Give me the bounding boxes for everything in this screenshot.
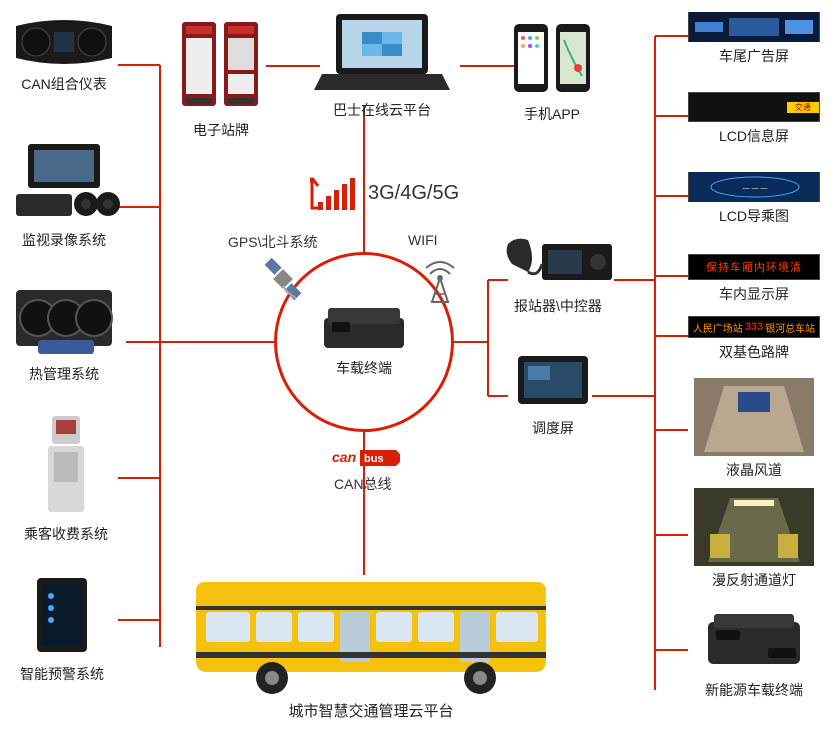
estop-icon (176, 16, 266, 116)
bus-icon (186, 568, 556, 696)
fare-icon (34, 410, 98, 520)
svg-text:bus: bus (364, 453, 384, 465)
estop-label: 电子站牌 (193, 120, 249, 140)
lcd-info-icon: 交通 (688, 92, 820, 122)
estop-node: 电子站牌 (176, 16, 266, 140)
diffuse-icon (694, 488, 814, 566)
announcer-label: 报站器\中控器 (514, 296, 602, 316)
satellite-icon (258, 254, 308, 307)
fare-node: 乘客收费系统 (24, 410, 108, 544)
in-display-node: 保持车厢内环境清 车内显示屏 (688, 254, 820, 304)
thermal-node: 热管理系统 (8, 280, 120, 384)
dual-sign-node: 人民广场站 333 银河总车站 双基色路牌 (688, 316, 820, 362)
wifi-tower-icon (420, 254, 460, 307)
alert-node: 智能预警系统 (20, 572, 104, 684)
laptop-node: 巴士在线云平台 (312, 10, 452, 120)
in-display-icon: 保持车厢内环境清 (688, 254, 820, 280)
lcd-duct-label: 液晶风道 (726, 460, 782, 480)
nev-term-icon (696, 606, 812, 676)
alert-label: 智能预警系统 (20, 664, 104, 684)
dual-sign-label: 双基色路牌 (719, 342, 789, 362)
phone-node: 手机APP (510, 20, 594, 124)
announcer-node: 报站器\中控器 (498, 234, 618, 316)
bus-label: 城市智慧交通管理云平台 (288, 700, 453, 721)
rear-ad-node: 车尾广告屏 (688, 12, 820, 66)
lcd-duct-node: 液晶风道 (694, 378, 814, 480)
thermal-icon (8, 280, 120, 360)
dispatch-node: 调度屏 (510, 350, 596, 438)
rear-ad-icon (688, 12, 820, 42)
in-display-text: 保持车厢内环境清 (706, 259, 802, 275)
alert-icon (27, 572, 97, 660)
wifi-label: WIFI (408, 232, 438, 248)
rear-ad-label: 车尾广告屏 (719, 46, 789, 66)
thermal-label: 热管理系统 (29, 364, 99, 384)
can-dash-label: CAN组合仪表 (21, 74, 107, 94)
svg-text:— — —: — — — (743, 185, 768, 192)
gps-label: GPS\北斗系统 (228, 232, 317, 252)
lcd-info-node: 交通 LCD信息屏 (688, 92, 820, 146)
svg-text:can: can (332, 449, 356, 465)
diffuse-node: 漫反射通道灯 (694, 488, 814, 590)
terminal-device-icon (316, 300, 412, 354)
cellular-label: 3G/4G/5G (368, 182, 459, 205)
laptop-label: 巴士在线云平台 (333, 100, 431, 120)
cellular-icon (310, 174, 358, 217)
bus-node: 城市智慧交通管理云平台 (186, 568, 556, 721)
lcd-guide-icon: — — — (688, 172, 820, 202)
dual-sign-icon: 人民广场站 333 银河总车站 (688, 316, 820, 338)
nev-term-node: 新能源车载终端 (696, 606, 812, 700)
fare-label: 乘客收费系统 (24, 524, 108, 544)
phone-icon (510, 20, 594, 100)
hub-label: 车载终端 (336, 358, 392, 378)
lcd-duct-icon (694, 378, 814, 456)
phone-label: 手机APP (524, 104, 580, 124)
announcer-icon (498, 234, 618, 292)
lcd-guide-node: — — — LCD导乘图 (688, 172, 820, 226)
diffuse-label: 漫反射通道灯 (712, 570, 796, 590)
in-display-label: 车内显示屏 (719, 284, 789, 304)
dispatch-icon (510, 350, 596, 414)
can-dash-node: CAN组合仪表 (8, 14, 120, 94)
laptop-icon (312, 10, 452, 96)
cctv-icon (8, 140, 120, 226)
lcd-guide-label: LCD导乘图 (719, 206, 789, 226)
cctv-node: 监视录像系统 (8, 140, 120, 250)
dispatch-label: 调度屏 (532, 418, 574, 438)
nev-term-label: 新能源车载终端 (705, 680, 803, 700)
can-dash-icon (8, 14, 120, 70)
lcd-info-label: LCD信息屏 (719, 126, 789, 146)
hub-terminal: 车载终端 (316, 300, 412, 378)
cctv-label: 监视录像系统 (22, 230, 106, 250)
canbus-logo-icon: can bus (330, 448, 400, 475)
canbus-label: CAN总线 (334, 474, 392, 494)
